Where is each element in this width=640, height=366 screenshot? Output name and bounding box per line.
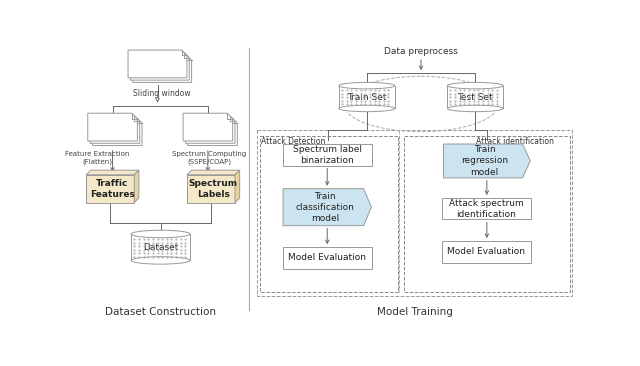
Ellipse shape bbox=[339, 105, 395, 112]
Text: Test Set: Test Set bbox=[458, 93, 493, 101]
Text: Spectrum
Labels: Spectrum Labels bbox=[189, 179, 238, 199]
Polygon shape bbox=[183, 113, 233, 141]
Bar bbox=[442, 198, 531, 220]
Text: Train
regression
model: Train regression model bbox=[461, 145, 508, 176]
Bar bbox=[404, 136, 570, 292]
Ellipse shape bbox=[131, 230, 190, 238]
Text: Dataset Construction: Dataset Construction bbox=[105, 307, 216, 317]
Text: Train
classification
model: Train classification model bbox=[296, 191, 355, 223]
Ellipse shape bbox=[131, 257, 190, 264]
Polygon shape bbox=[132, 55, 191, 82]
Bar bbox=[257, 130, 572, 296]
Polygon shape bbox=[235, 170, 239, 202]
Polygon shape bbox=[188, 118, 237, 146]
Ellipse shape bbox=[339, 82, 395, 89]
Text: Model Evaluation: Model Evaluation bbox=[447, 247, 525, 256]
Bar bbox=[283, 144, 372, 165]
Bar bbox=[86, 175, 134, 202]
Polygon shape bbox=[128, 50, 187, 78]
Bar bbox=[442, 241, 531, 262]
Polygon shape bbox=[90, 116, 140, 143]
Text: Feature Extraction
(Flatten): Feature Extraction (Flatten) bbox=[65, 151, 129, 165]
Ellipse shape bbox=[447, 105, 503, 112]
Text: Traffic
Sequence: Traffic Sequence bbox=[92, 120, 136, 140]
Polygon shape bbox=[187, 170, 239, 175]
Text: Attack Detection: Attack Detection bbox=[261, 137, 326, 146]
Polygon shape bbox=[86, 170, 139, 175]
Bar bbox=[260, 136, 397, 292]
Bar bbox=[447, 86, 503, 112]
Polygon shape bbox=[186, 116, 235, 143]
Ellipse shape bbox=[447, 82, 503, 89]
Text: Data preprocess: Data preprocess bbox=[384, 47, 458, 56]
Bar bbox=[339, 86, 395, 112]
Text: Spectrum label
binarization: Spectrum label binarization bbox=[292, 145, 362, 165]
Text: Attack identification: Attack identification bbox=[476, 137, 554, 146]
Text: Label
Sequence: Label Sequence bbox=[187, 120, 232, 140]
Text: Sliding window: Sliding window bbox=[132, 89, 190, 98]
Text: Attack spectrum
identification: Attack spectrum identification bbox=[449, 199, 524, 219]
Text: Traffic
Features: Traffic Features bbox=[90, 179, 135, 199]
Bar bbox=[131, 234, 190, 264]
Text: Dataset: Dataset bbox=[143, 243, 179, 252]
Text: PCAP Files: PCAP Files bbox=[137, 63, 183, 71]
Polygon shape bbox=[134, 170, 139, 202]
Polygon shape bbox=[131, 52, 189, 80]
Text: Model Evaluation: Model Evaluation bbox=[288, 254, 366, 262]
Text: Spectrum Computing
(SSPE/COAP): Spectrum Computing (SSPE/COAP) bbox=[172, 151, 246, 165]
Bar bbox=[187, 175, 235, 202]
Polygon shape bbox=[283, 189, 371, 226]
Polygon shape bbox=[444, 144, 531, 178]
Polygon shape bbox=[88, 113, 138, 141]
Bar bbox=[283, 247, 372, 269]
Polygon shape bbox=[92, 118, 142, 146]
Text: Train Set: Train Set bbox=[347, 93, 387, 101]
Text: Model Training: Model Training bbox=[377, 307, 452, 317]
